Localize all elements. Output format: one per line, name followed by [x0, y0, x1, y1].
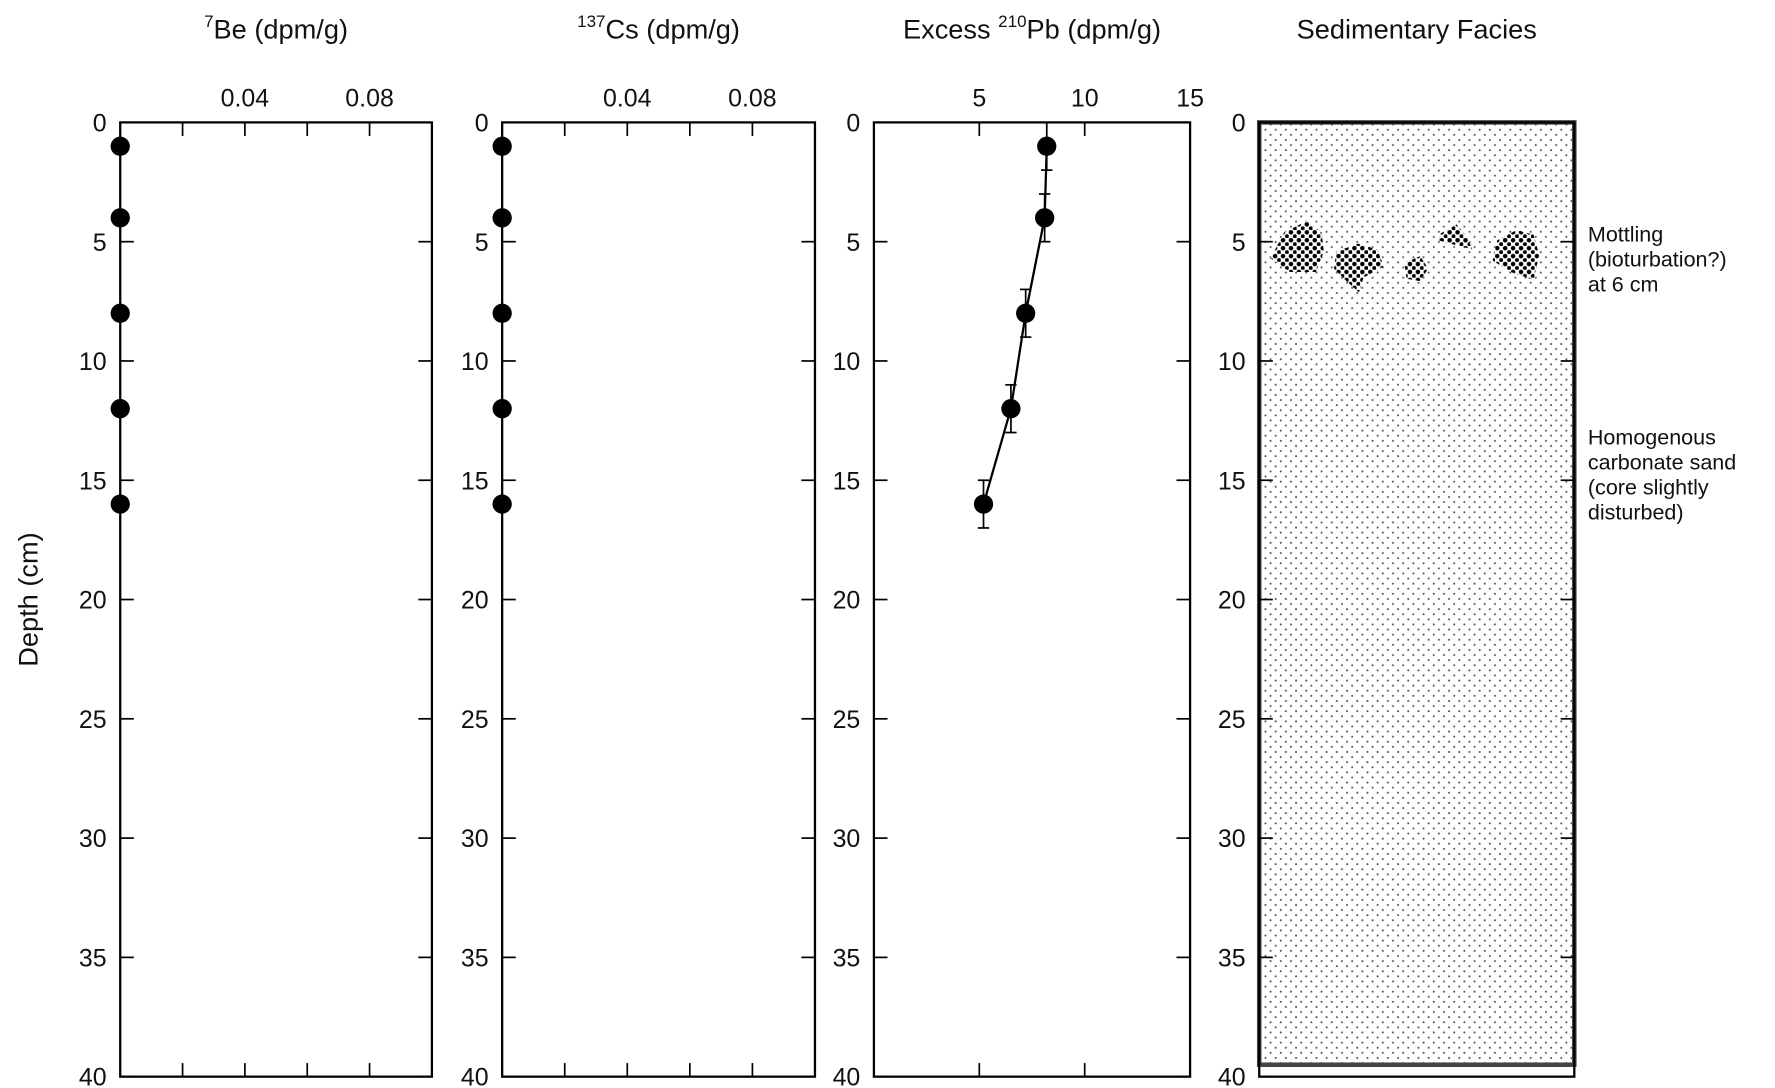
x-tick-label: 0.08 [728, 85, 777, 113]
annotation-line: disturbed) [1588, 500, 1684, 524]
annotation-line: carbonate sand [1588, 450, 1736, 474]
y-tick-label: 25 [1218, 706, 1246, 734]
data-point [110, 399, 130, 419]
title-prefix: Excess [903, 14, 991, 45]
data-point [492, 494, 512, 514]
data-point [492, 399, 512, 419]
y-tick-label: 10 [461, 348, 489, 376]
annotation: Homogenous carbonate sand (core slightly di… [1588, 425, 1736, 524]
core-frame [1258, 121, 1576, 1078]
x-tick-label: 0.04 [603, 85, 652, 113]
y-tick-label: 35 [79, 944, 107, 972]
data-point [110, 303, 130, 323]
data-point [1001, 399, 1021, 419]
y-tick-label: 30 [79, 825, 107, 853]
y-tick-label: 40 [79, 1064, 107, 1088]
data-point [110, 136, 130, 156]
y-tick-label: 20 [79, 587, 107, 615]
y-tick-label: 30 [461, 825, 489, 853]
y-tick-label: 25 [79, 706, 107, 734]
x-tick-label: 0.04 [221, 85, 270, 113]
y-tick-label: 40 [461, 1064, 489, 1088]
y-tick-label: 0 [1232, 109, 1246, 137]
data-point [973, 494, 994, 514]
annotation-line: (core slightly [1588, 475, 1709, 499]
title-superscript: 7 [204, 12, 213, 31]
title-text: Sedimentary Facies [1297, 14, 1537, 45]
y-tick-label: 0 [93, 109, 107, 137]
y-tick-label: 25 [833, 706, 861, 734]
panel-title: Sedimentary Facies [1297, 14, 1537, 45]
plot-frame [872, 121, 1192, 1078]
y-tick-label: 20 [461, 587, 489, 615]
annotation-line: (bioturbation?) [1588, 248, 1727, 272]
data-point [492, 303, 512, 323]
panel-title: 7Be (dpm/g) [204, 12, 348, 44]
y-tick-label: 30 [1218, 825, 1246, 853]
y-tick-label: 40 [1218, 1064, 1246, 1088]
x-tick-label: 5 [972, 85, 986, 113]
y-tick-label: 15 [1218, 467, 1246, 495]
title-superscript: 210 [998, 12, 1026, 31]
x-tick-label: 10 [1071, 85, 1099, 113]
x-tick-label: 0.08 [345, 85, 394, 113]
data-point [1016, 303, 1036, 323]
data-point [1035, 208, 1055, 228]
y-tick-label: 20 [1218, 587, 1246, 615]
profile-line [982, 146, 1048, 505]
title-text: Cs (dpm/g) [606, 14, 740, 45]
y-tick-label: 25 [461, 706, 489, 734]
y-tick-label: 30 [833, 825, 861, 853]
y-tick-label: 15 [79, 467, 107, 495]
data-point [492, 136, 512, 156]
annotation-line: Mottling [1588, 223, 1663, 247]
data-point [110, 208, 130, 228]
title-superscript: 137 [577, 12, 605, 31]
panel-title: Excess 210Pb (dpm/g) [903, 12, 1161, 44]
data-point [492, 208, 512, 228]
y-tick-label: 35 [461, 944, 489, 972]
data-point [110, 494, 130, 514]
y-tick-label: 10 [1218, 348, 1246, 376]
annotation-line: at 6 cm [1588, 273, 1659, 297]
y-tick-label: 15 [461, 467, 489, 495]
plot-frame [501, 121, 817, 1078]
y-tick-label: 20 [833, 587, 861, 615]
y-tick-label: 40 [833, 1064, 861, 1088]
y-tick-label: 15 [833, 467, 861, 495]
y-tick-label: 0 [846, 109, 860, 137]
plot-frame [119, 121, 434, 1078]
y-tick-label: 10 [833, 348, 861, 376]
mottles [1270, 221, 1540, 293]
y-tick-label: 35 [1218, 944, 1246, 972]
title-text: Pb (dpm/g) [1027, 14, 1161, 45]
annotation: Mottling (bioturbation?) at 6 cm [1588, 223, 1727, 297]
y-tick-label: 10 [79, 348, 107, 376]
data-point [1037, 136, 1057, 156]
y-tick-label: 0 [475, 109, 489, 137]
y-tick-label: 5 [93, 229, 107, 257]
y-tick-label: 5 [846, 229, 860, 257]
y-axis-label: Depth (cm) [12, 532, 43, 666]
y-tick-label: 5 [1232, 229, 1246, 257]
annotation-line: Homogenous [1588, 425, 1716, 449]
y-tick-label: 35 [833, 944, 861, 972]
title-text: Be (dpm/g) [214, 14, 348, 45]
y-tick-label: 5 [475, 229, 489, 257]
x-tick-label: 15 [1176, 85, 1204, 113]
panel-title: 137Cs (dpm/g) [577, 12, 740, 44]
